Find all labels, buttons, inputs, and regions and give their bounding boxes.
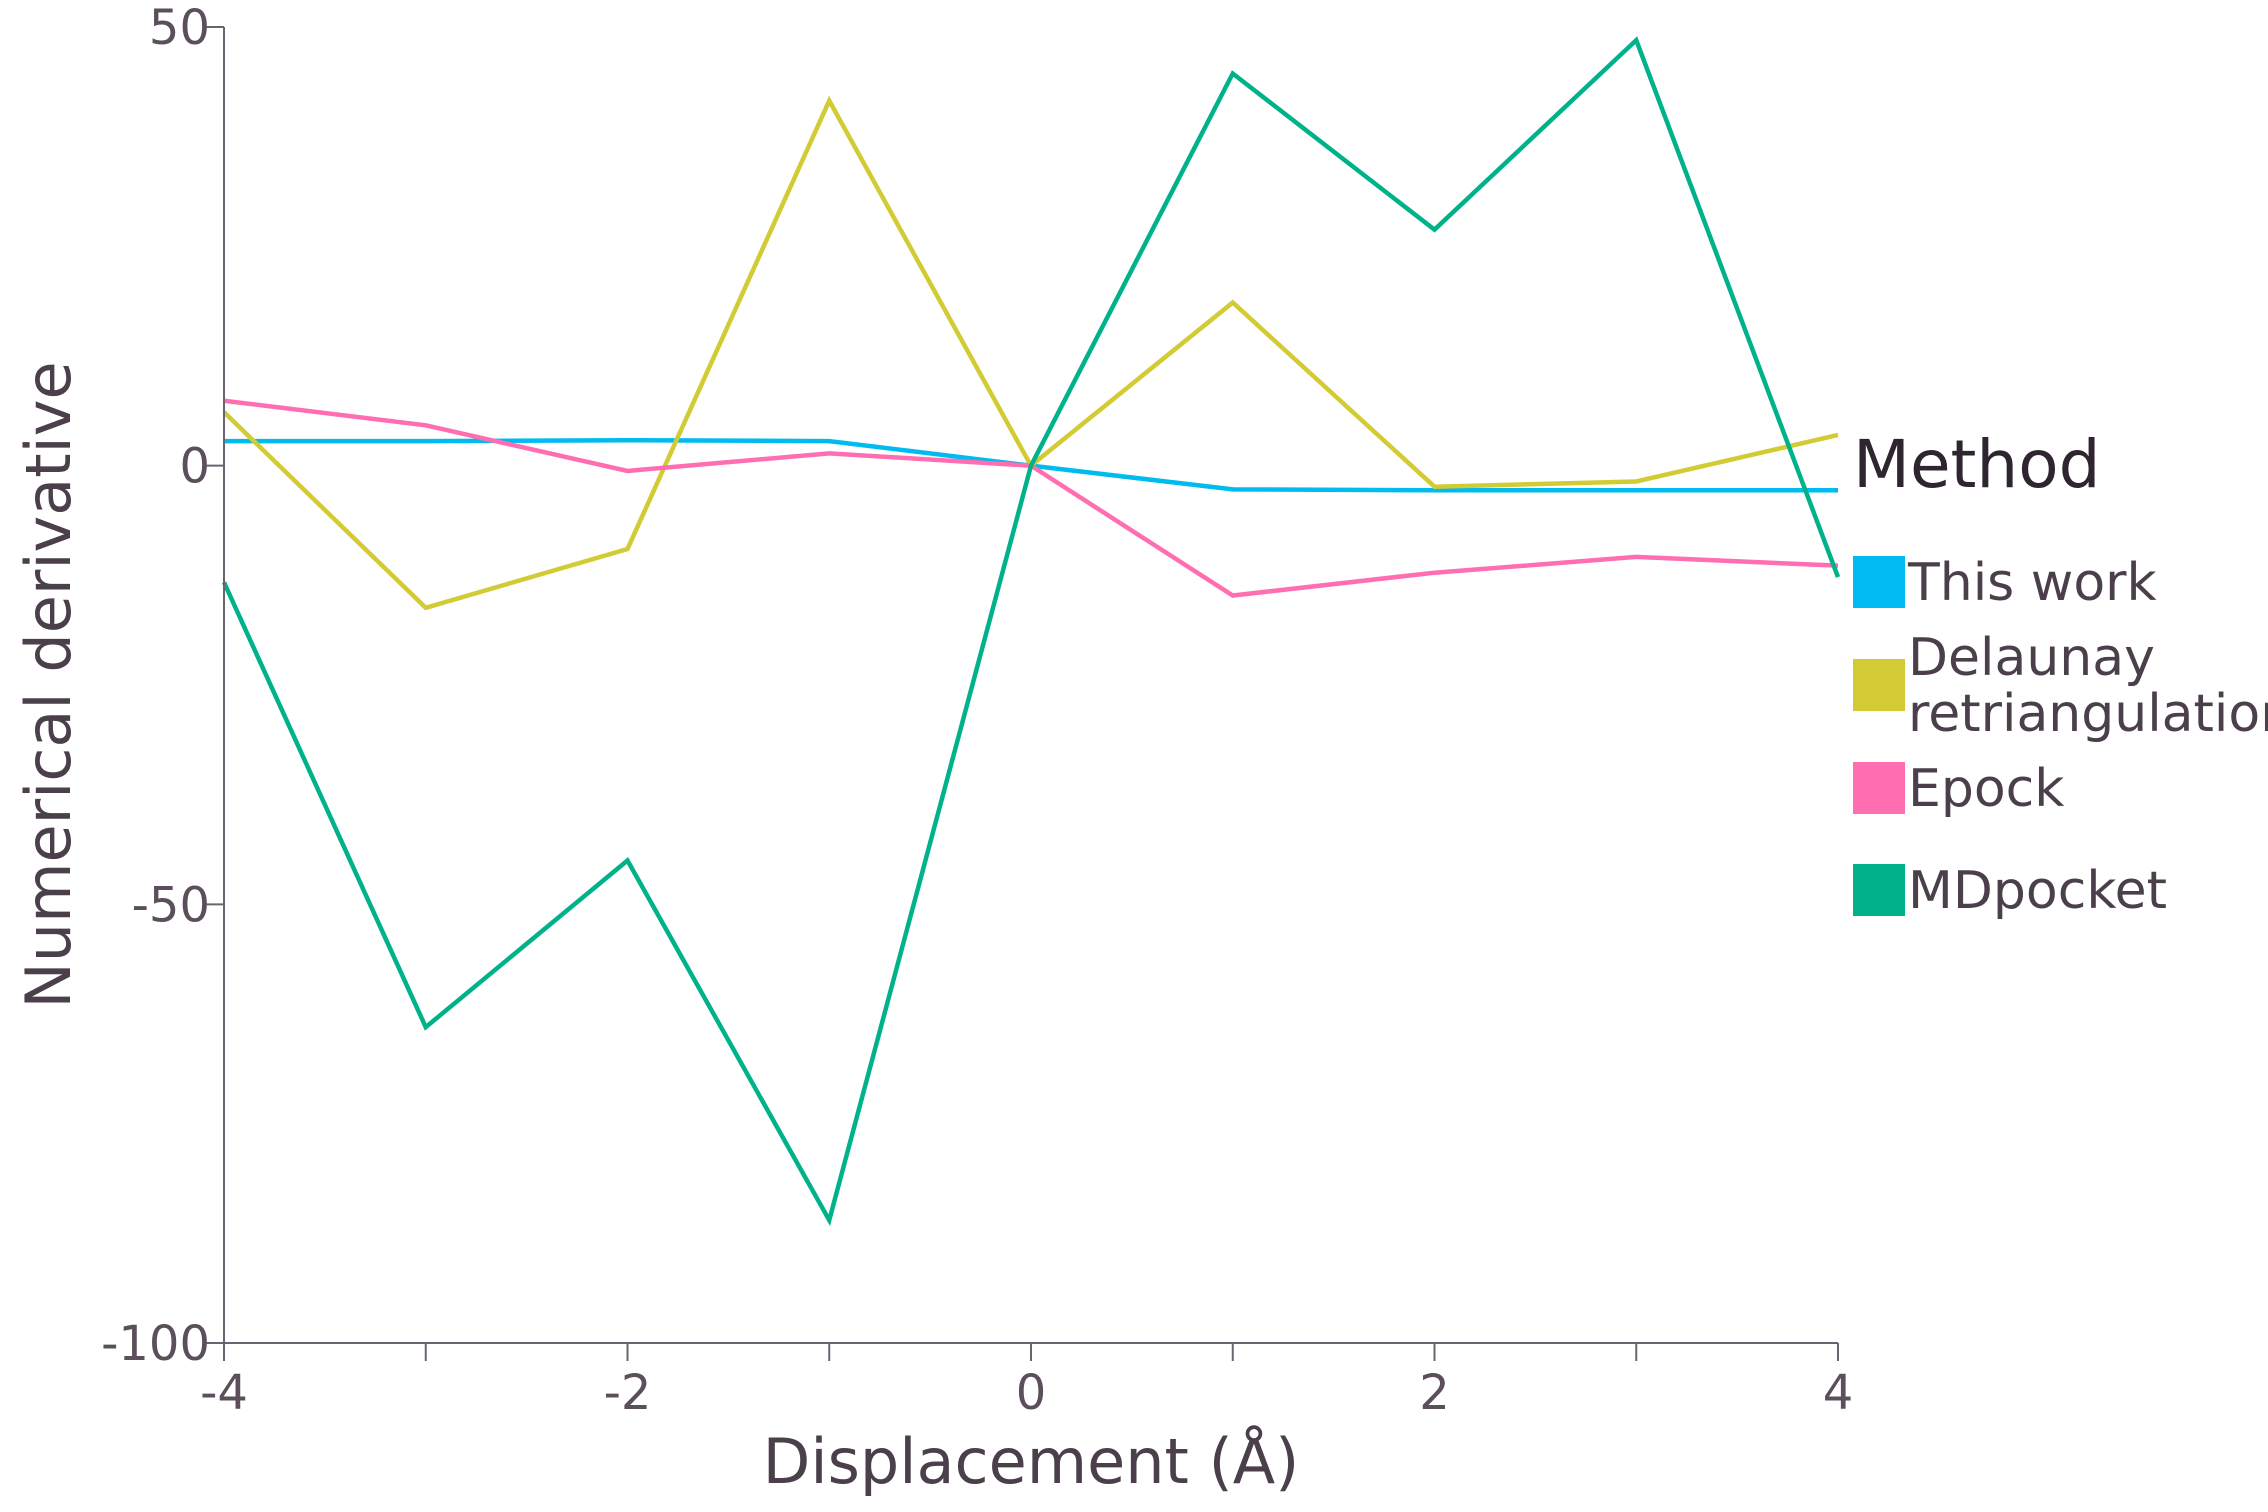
legend-swatch — [1853, 762, 1905, 814]
legend-label: MDpocket — [1908, 861, 2167, 921]
series-layer — [221, 36, 1841, 1227]
legend-label: Epock — [1908, 759, 2064, 819]
x-tick-label: -4 — [200, 1365, 248, 1421]
x-ticks: -4 -2 0 2 4 — [200, 1343, 1853, 1421]
legend-swatch — [1853, 659, 1905, 711]
y-tick-label: 0 — [179, 439, 210, 495]
legend-item-epock: Epock — [1853, 759, 2064, 819]
legend-label: Delaunay — [1908, 628, 2155, 688]
legend-label: retriangulation — [1908, 684, 2268, 744]
series-line-epock — [223, 398, 1839, 598]
legend-item-this-work: This work — [1853, 553, 2157, 613]
axes — [223, 27, 1838, 1344]
legend-label: This work — [1907, 553, 2157, 613]
y-tick-label: -100 — [101, 1316, 210, 1372]
series-line-mdpocket — [221, 36, 1841, 1227]
series-line-delaunay-retriangulation — [222, 95, 1839, 611]
x-tick-label: 4 — [1823, 1365, 1854, 1421]
x-tick-label: 0 — [1016, 1365, 1047, 1421]
y-tick-label: -50 — [132, 877, 210, 933]
legend-item-mdpocket: MDpocket — [1853, 861, 2167, 921]
x-axis-title: Displacement (Å) — [763, 1425, 1300, 1498]
legend-swatch — [1853, 556, 1905, 608]
x-tick-label: -2 — [604, 1365, 652, 1421]
x-tick-label: 2 — [1419, 1365, 1450, 1421]
legend-swatch — [1853, 864, 1905, 916]
y-ticks: -100 -50 0 50 — [101, 0, 224, 1372]
y-tick-label: 50 — [149, 0, 210, 56]
y-axis-title: Numerical derivative — [12, 361, 85, 1008]
legend-title: Method — [1853, 426, 2101, 503]
